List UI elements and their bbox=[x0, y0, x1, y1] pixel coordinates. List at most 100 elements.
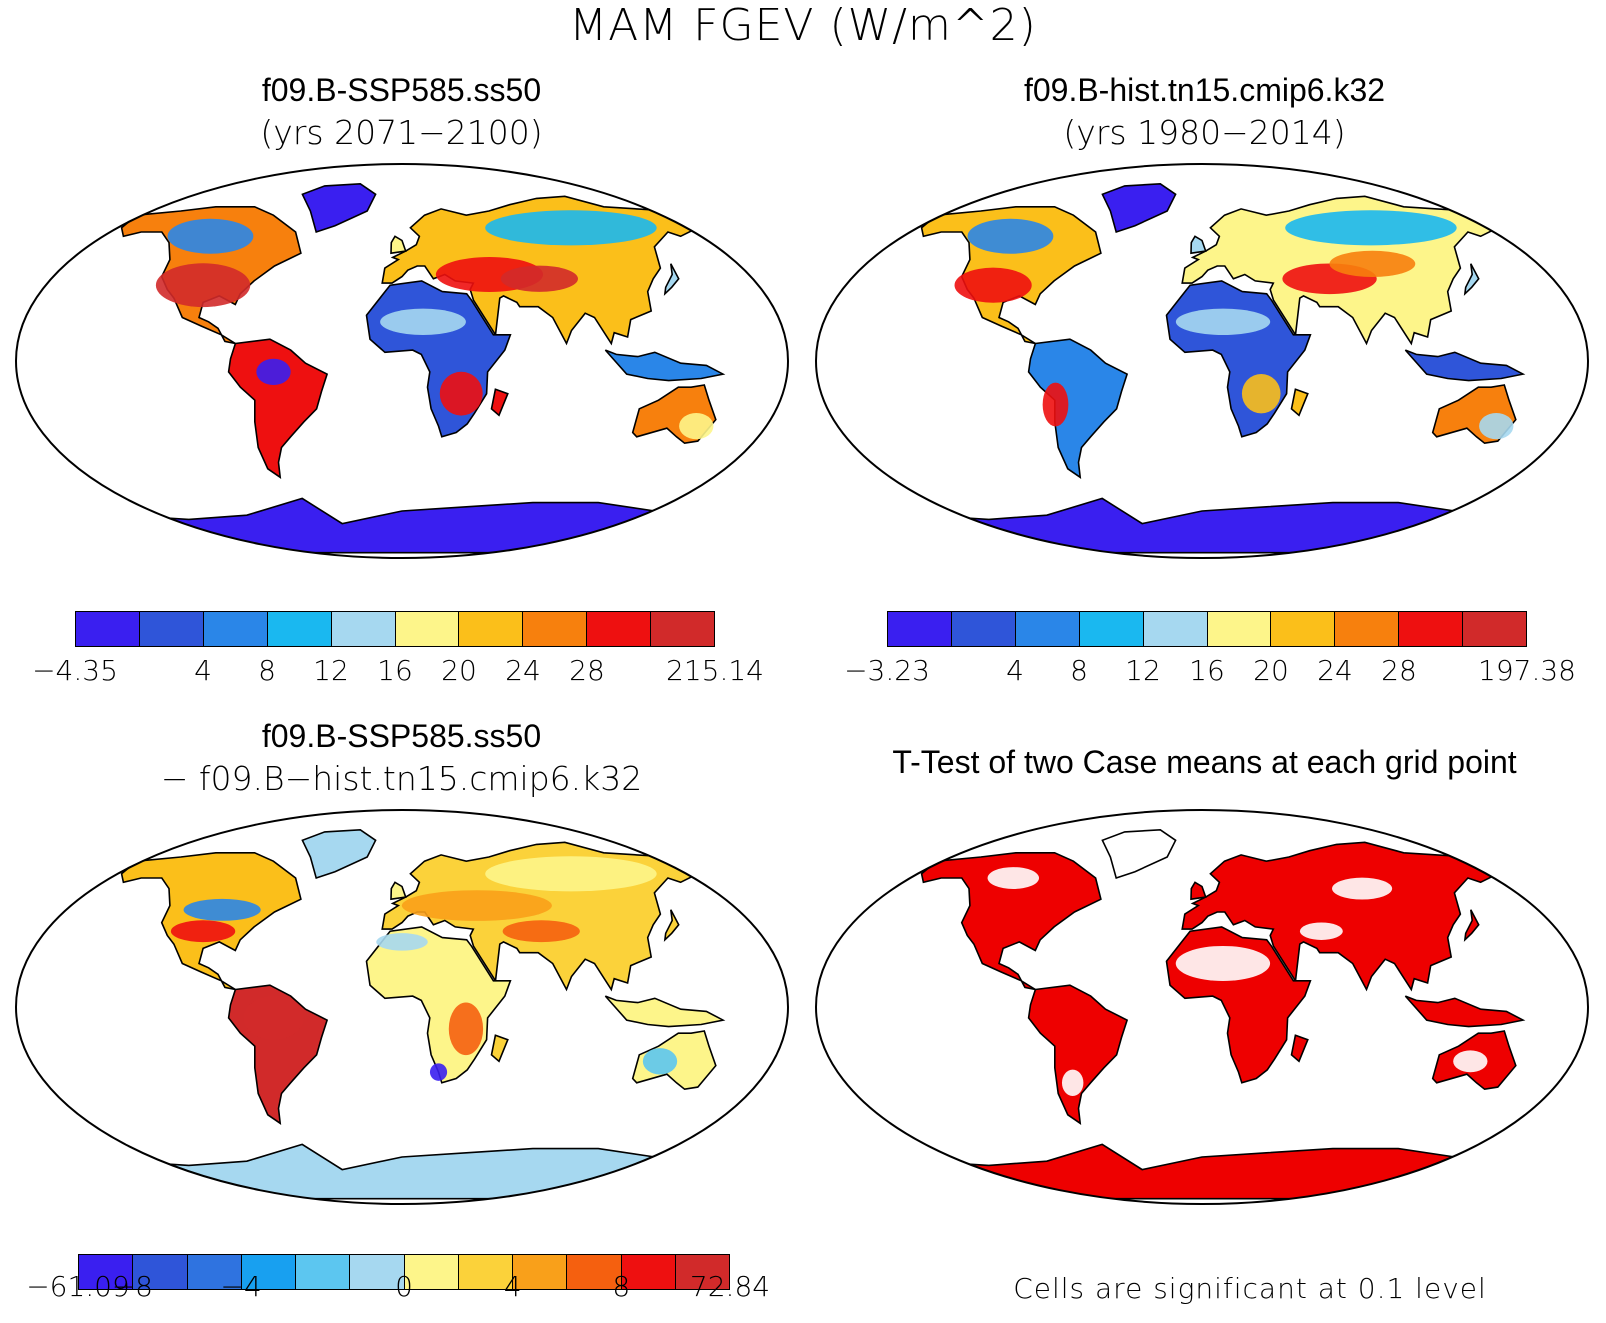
land-indonesia bbox=[1404, 995, 1526, 1028]
land-japan bbox=[1463, 909, 1480, 942]
field-region bbox=[642, 1048, 678, 1075]
panel-tl-title: f09.B-SSP585.ss50 bbox=[261, 72, 542, 108]
colorbar-tick-label: 24 bbox=[505, 654, 541, 687]
colorbar-swatch bbox=[296, 1255, 351, 1289]
land-samerica bbox=[227, 338, 329, 479]
colorbar-tick-label: 4 bbox=[1006, 654, 1024, 687]
colorbar-swatch bbox=[675, 1255, 729, 1289]
land-antarctica bbox=[920, 497, 1484, 554]
colorbar-tick-label: −4 bbox=[220, 1270, 262, 1303]
colorbar-tr-ticks: −3.23 4 8 12 16 20 24 28 197.38 bbox=[844, 654, 1576, 688]
colorbar-tick-label: 8 bbox=[612, 1270, 631, 1303]
colorbar-tick-label: 72.84 bbox=[689, 1270, 771, 1303]
colorbar-tick-label: 197.38 bbox=[1478, 654, 1576, 687]
colorbar-tick-label: 12 bbox=[1125, 654, 1161, 687]
land-madagascar bbox=[490, 1034, 509, 1063]
colorbar-swatch bbox=[395, 612, 460, 646]
colorbar-tick-label: 12 bbox=[313, 654, 349, 687]
colorbar-tick-label: 28 bbox=[1381, 654, 1417, 687]
map-boundary bbox=[815, 163, 1589, 559]
land-antarctica bbox=[920, 1143, 1484, 1200]
colorbar-tl-ticks: −4.35 4 8 12 16 20 24 28 215.14 bbox=[32, 654, 764, 688]
land-greenland bbox=[301, 182, 377, 234]
colorbar-swatch bbox=[331, 612, 396, 646]
land-samerica bbox=[1027, 338, 1129, 479]
land-uk bbox=[1190, 881, 1207, 901]
colorbar-tick-label: −61.09 bbox=[26, 1270, 130, 1303]
field-region bbox=[987, 867, 1040, 889]
colorbar-swatch bbox=[1207, 612, 1272, 646]
colorbar-tr bbox=[887, 611, 1527, 647]
colorbar-swatch bbox=[459, 612, 524, 646]
field-region bbox=[429, 1063, 448, 1081]
colorbar-swatch bbox=[1463, 612, 1527, 646]
colorbar-swatch bbox=[1399, 612, 1464, 646]
colorbar-swatch bbox=[567, 1255, 622, 1289]
colorbar-swatch bbox=[951, 612, 1016, 646]
colorbar-swatch bbox=[267, 612, 332, 646]
field-region bbox=[380, 308, 466, 335]
panel-tr-subtitle: (yrs 1980−2014) bbox=[1063, 113, 1346, 152]
field-region bbox=[1061, 1069, 1084, 1096]
colorbar-bl-ticks: −61.09 −8 −4 0 4 8 72.84 bbox=[26, 1270, 770, 1304]
field-region bbox=[1241, 373, 1281, 414]
colorbar-swatch bbox=[1015, 612, 1080, 646]
map-panel-tr bbox=[815, 163, 1589, 559]
land-antarctica bbox=[120, 497, 684, 554]
colorbar-tick-label: 24 bbox=[1317, 654, 1353, 687]
land-antarctica bbox=[120, 1143, 684, 1200]
colorbar-tick-label: 20 bbox=[1253, 654, 1289, 687]
significance-note: Cells are significant at 0.1 level bbox=[1013, 1272, 1487, 1305]
panel-bl-subtitle: − f09.B−hist.tn15.cmip6.k32 bbox=[160, 759, 643, 798]
colorbar-tick-label: 16 bbox=[1189, 654, 1225, 687]
field-region bbox=[485, 210, 657, 246]
colorbar-swatch bbox=[1079, 612, 1144, 646]
field-region bbox=[256, 358, 291, 386]
colorbar-swatch bbox=[241, 1255, 296, 1289]
colorbar-swatch bbox=[651, 612, 715, 646]
colorbar-tick-label: 0 bbox=[395, 1270, 413, 1303]
land-indonesia bbox=[604, 995, 726, 1028]
field-region bbox=[183, 898, 261, 921]
land-uk bbox=[390, 881, 407, 901]
land-namerica bbox=[920, 852, 1102, 991]
colorbar-tick-label: −3.23 bbox=[844, 654, 930, 687]
colorbar-swatch bbox=[1271, 612, 1336, 646]
map-boundary bbox=[15, 163, 789, 559]
field-region bbox=[1299, 922, 1343, 940]
panel-tr-title: f09.B-hist.tn15.cmip6.k32 bbox=[1023, 72, 1386, 108]
field-region bbox=[967, 218, 1054, 254]
colorbar-swatch bbox=[203, 612, 268, 646]
map-panel-bl bbox=[15, 809, 789, 1205]
colorbar-tick-label: −4.35 bbox=[32, 654, 118, 687]
colorbar-swatch bbox=[513, 1255, 568, 1289]
field-region bbox=[1285, 210, 1457, 246]
land-indonesia bbox=[1404, 349, 1526, 382]
field-region bbox=[243, 996, 304, 1040]
panel-bl-title: f09.B-SSP585.ss50 bbox=[261, 718, 542, 754]
land-uk bbox=[390, 235, 407, 255]
field-region bbox=[1329, 250, 1416, 277]
colorbar-tick-label: 215.14 bbox=[666, 654, 764, 687]
field-region bbox=[679, 412, 714, 440]
field-region bbox=[170, 920, 236, 943]
map-boundary bbox=[815, 809, 1589, 1205]
map-panel-br bbox=[815, 809, 1589, 1205]
field-region bbox=[1453, 1050, 1488, 1073]
field-region bbox=[167, 218, 254, 254]
colorbar-swatch bbox=[1335, 612, 1400, 646]
colorbar-tick-label: 8 bbox=[258, 654, 276, 687]
field-region bbox=[500, 265, 578, 292]
colorbar-tick-label: −8 bbox=[111, 1270, 153, 1303]
field-region bbox=[1175, 945, 1271, 981]
colorbar-swatch bbox=[888, 612, 952, 646]
land-eurasia bbox=[1181, 841, 1499, 992]
map-boundary bbox=[15, 809, 789, 1205]
colorbar-swatch bbox=[404, 1255, 459, 1289]
land-madagascar bbox=[1290, 1034, 1309, 1063]
field-region bbox=[439, 371, 483, 416]
colorbar-swatch bbox=[133, 1255, 188, 1289]
field-region bbox=[376, 933, 428, 951]
land-greenland bbox=[1101, 828, 1177, 880]
colorbar-tick-label: 4 bbox=[503, 1270, 522, 1303]
